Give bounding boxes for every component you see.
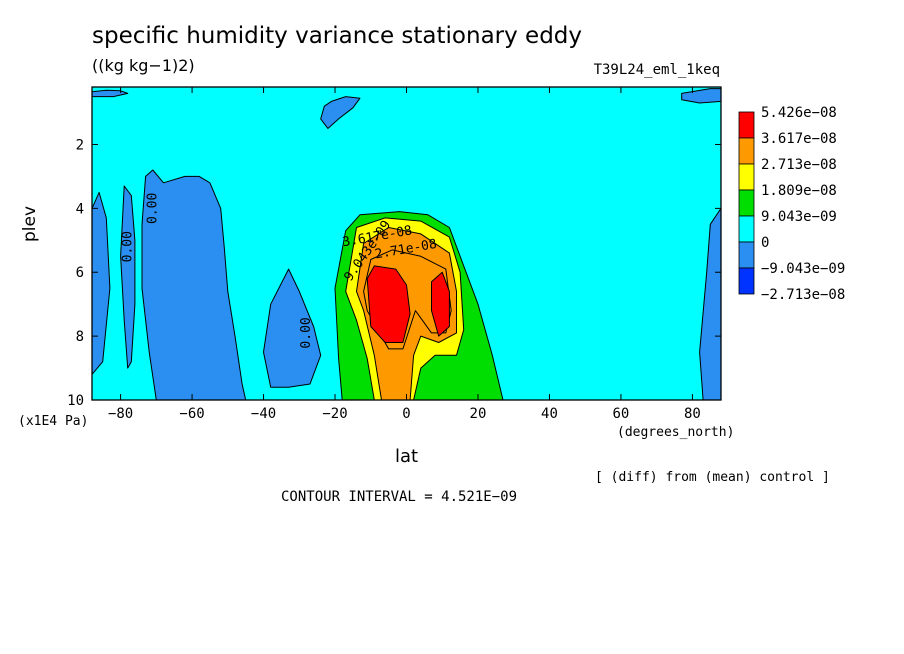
y-axis: 2 4 6 8 10 (67, 137, 721, 409)
legend-swatch (738, 111, 755, 139)
contour-interval: CONTOUR INTERVAL = 4.521E−09 (281, 489, 518, 505)
contour-region-neg1 (263, 268, 322, 388)
y-tick-label: 6 (76, 265, 84, 281)
legend-label: −9.043e−09 (761, 261, 845, 277)
chart-units: ((kg kg−1)2) (92, 56, 195, 75)
legend-swatch (738, 137, 755, 165)
x-tick-label: 20 (470, 406, 487, 422)
legend-swatch (738, 241, 755, 269)
legend-swatch (738, 189, 755, 217)
legend-label: 2.713e−08 (761, 157, 837, 173)
contour-region-c5 (431, 271, 450, 337)
legend-swatch (738, 215, 755, 243)
x-tick-label: −80 (108, 406, 133, 422)
y-tick-label: 8 (76, 329, 84, 345)
contour-regions (91, 88, 722, 401)
diff-note: [ (diff) from (mean) control ] (595, 470, 830, 485)
contour-label: 0.00 (299, 317, 314, 348)
legend-swatch (738, 267, 755, 295)
x-tick-label: 0 (402, 406, 410, 422)
legend: 5.426e−08 3.617e−08 2.713e−08 1.809e−08 9.04… (738, 105, 845, 303)
legend-label: 0 (761, 235, 769, 251)
contour-region-neg1 (120, 185, 136, 369)
contour-region-c5 (366, 265, 411, 343)
x-axis-label: lat (395, 446, 419, 467)
legend-label: −2.713e−08 (761, 287, 845, 303)
y-tick-label: 10 (67, 393, 84, 409)
y-axis-label: plev (20, 205, 40, 242)
legend-label: 5.426e−08 (761, 105, 837, 121)
x-tick-label: 60 (613, 406, 630, 422)
run-label: T39L24_eml_1keq (593, 62, 720, 78)
contour-label: 0.00 (145, 193, 160, 224)
chart-title: specific humidity variance stationary ed… (92, 23, 583, 49)
legend-label: 3.617e−08 (761, 131, 837, 147)
y-tick-label: 2 (76, 137, 84, 153)
y-tick-label: 4 (76, 201, 84, 217)
contour-region-neg1 (320, 96, 361, 129)
x-tick-label: 80 (684, 406, 701, 422)
legend-label: 9.043e−09 (761, 209, 837, 225)
x-axis-units: (degrees_north) (617, 425, 735, 440)
legend-swatch (738, 163, 755, 191)
y-axis-units: (x1E4 Pa) (18, 414, 89, 429)
x-axis: −80 −60 −40 −20 0 20 40 60 80 (108, 87, 701, 422)
x-tick-label: −20 (322, 406, 347, 422)
x-tick-label: −40 (251, 406, 276, 422)
x-tick-label: 40 (541, 406, 558, 422)
contour-label: 0.00 (120, 231, 135, 262)
x-tick-label: −60 (179, 406, 204, 422)
legend-label: 1.809e−08 (761, 183, 837, 199)
contour-region-neg1 (141, 169, 247, 401)
